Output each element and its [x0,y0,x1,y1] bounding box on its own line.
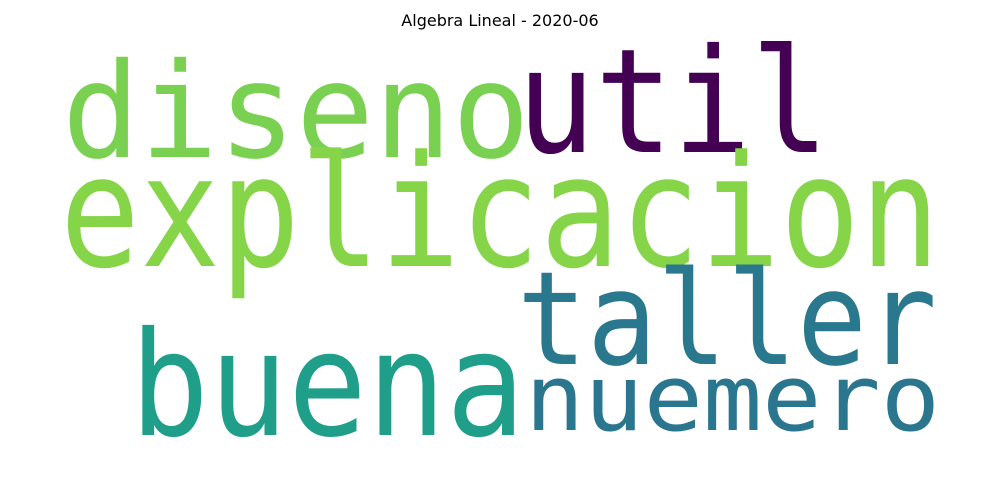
word-buena: buena [130,301,525,470]
word-explicacion: explicacion [60,122,940,303]
word-util: util [517,18,829,187]
word-diseno: disenо [62,35,530,189]
word-taller: taller [517,243,937,395]
figure-title: Algebra Lineal - 2020-06 [401,11,599,30]
word-nuemero: nuemero [525,345,940,452]
